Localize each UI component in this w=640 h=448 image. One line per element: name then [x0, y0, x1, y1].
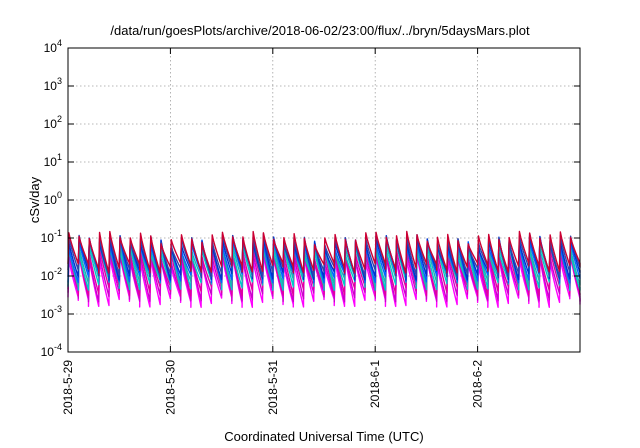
y-tick-label: 102: [44, 114, 62, 131]
x-tick-label: 2018-6-1: [368, 360, 382, 408]
y-tick-label: 100: [44, 190, 62, 207]
y-tick-label: 10-1: [41, 228, 62, 245]
y-tick-label: 10-3: [41, 304, 62, 321]
grid-layer: [68, 48, 580, 352]
series-line: [67, 238, 581, 287]
series-line: [67, 241, 581, 292]
y-tick-label: 101: [44, 152, 62, 169]
series-line: [67, 249, 581, 303]
x-tick-label: 2018-5-30: [163, 360, 177, 415]
series-line: [67, 253, 581, 308]
series-layer: [67, 230, 581, 308]
x-tick-label: 2018-6-2: [471, 360, 485, 408]
x-axis-label: Coordinated Universal Time (UTC): [224, 429, 423, 444]
y-axis-label: cSv/day: [27, 176, 42, 223]
y-tick-label: 10-4: [41, 342, 62, 359]
y-tick-label: 103: [44, 76, 62, 93]
x-tick-label: 2018-5-29: [61, 360, 75, 415]
x-tick-label: 2018-5-31: [266, 360, 280, 415]
y-tick-label: 10-2: [41, 266, 62, 283]
y-tick-label: 104: [44, 38, 62, 55]
chart-title: /data/run/goesPlots/archive/2018-06-02/2…: [110, 23, 530, 38]
tick-layer: 10-4 10-3 10-2 10-1 100 101 102 103 104 2018-5-29…: [41, 38, 580, 415]
series-line: [67, 230, 581, 274]
